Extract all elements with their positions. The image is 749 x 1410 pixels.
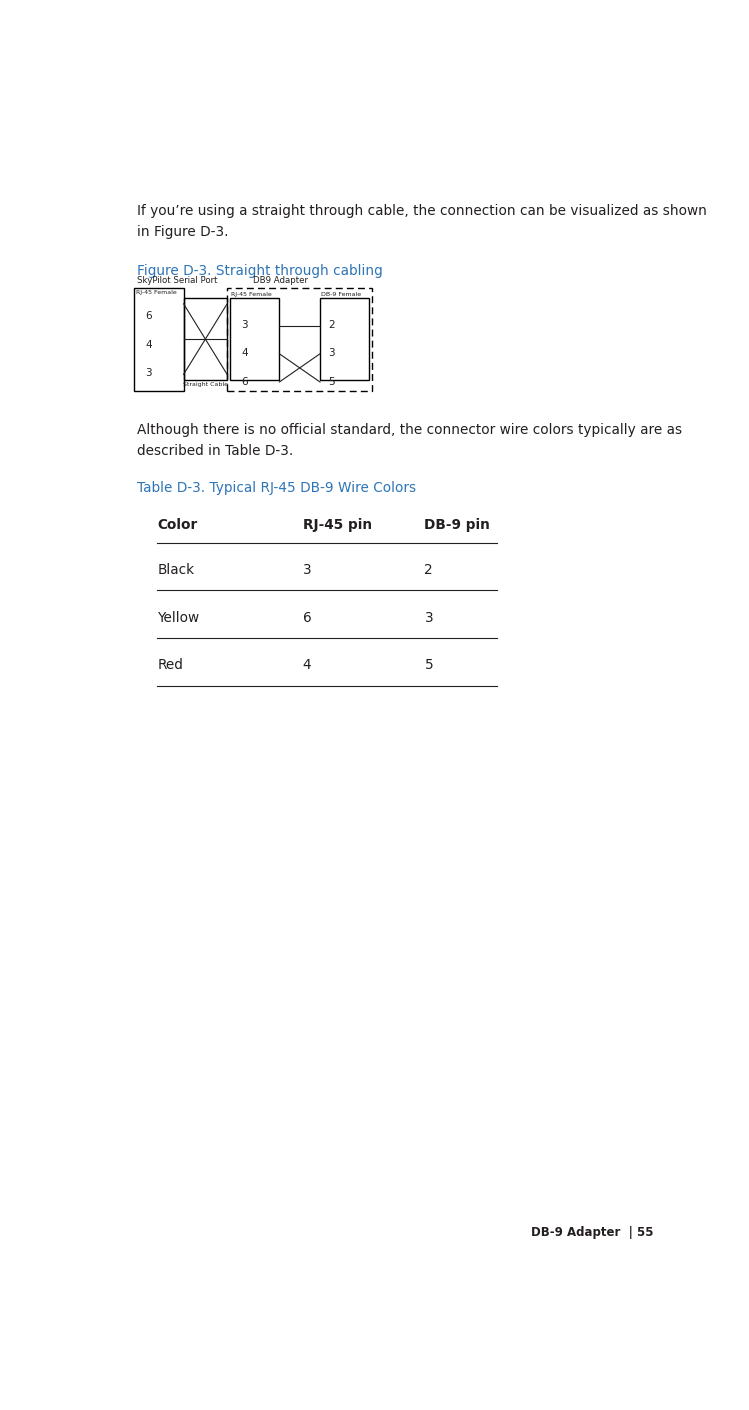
Text: SkyPilot Serial Port: SkyPilot Serial Port bbox=[137, 276, 218, 285]
Text: Although there is no official standard, the connector wire colors typically are : Although there is no official standard, … bbox=[137, 423, 682, 437]
Text: 2: 2 bbox=[328, 320, 335, 330]
Text: Figure D-3. Straight through cabling: Figure D-3. Straight through cabling bbox=[137, 264, 383, 278]
Text: described in Table D-3.: described in Table D-3. bbox=[137, 444, 294, 458]
Text: 6: 6 bbox=[145, 312, 152, 321]
Text: DB9 Adapter: DB9 Adapter bbox=[253, 276, 309, 285]
Text: 3: 3 bbox=[145, 368, 152, 378]
Text: DB-9 Female: DB-9 Female bbox=[321, 292, 361, 298]
Text: DB-9 Adapter  | 55: DB-9 Adapter | 55 bbox=[531, 1225, 654, 1238]
Text: Color: Color bbox=[157, 517, 198, 532]
Text: 3: 3 bbox=[241, 320, 248, 330]
Text: Table D-3. Typical RJ-45 DB-9 Wire Colors: Table D-3. Typical RJ-45 DB-9 Wire Color… bbox=[137, 481, 416, 495]
Text: 3: 3 bbox=[425, 611, 433, 625]
Text: 6: 6 bbox=[241, 376, 248, 386]
Text: Black: Black bbox=[157, 563, 195, 577]
Text: 6: 6 bbox=[303, 611, 312, 625]
Text: in Figure D-3.: in Figure D-3. bbox=[137, 226, 228, 240]
Text: Red: Red bbox=[157, 658, 184, 673]
Text: 2: 2 bbox=[425, 563, 433, 577]
Text: DB-9 pin: DB-9 pin bbox=[425, 517, 491, 532]
Text: 5: 5 bbox=[425, 658, 433, 673]
Text: RJ-45 pin: RJ-45 pin bbox=[303, 517, 372, 532]
Text: Yellow: Yellow bbox=[157, 611, 199, 625]
Text: Straight Cable: Straight Cable bbox=[183, 382, 228, 386]
Text: 3: 3 bbox=[328, 348, 335, 358]
Text: RJ-45 Female: RJ-45 Female bbox=[231, 292, 272, 298]
Text: 4: 4 bbox=[303, 658, 312, 673]
Text: 4: 4 bbox=[241, 348, 248, 358]
Text: 5: 5 bbox=[328, 376, 335, 386]
Text: 3: 3 bbox=[303, 563, 312, 577]
Text: If you’re using a straight through cable, the connection can be visualized as sh: If you’re using a straight through cable… bbox=[137, 204, 707, 219]
Text: 4: 4 bbox=[145, 340, 152, 350]
Text: RJ-45 Female: RJ-45 Female bbox=[136, 289, 177, 295]
